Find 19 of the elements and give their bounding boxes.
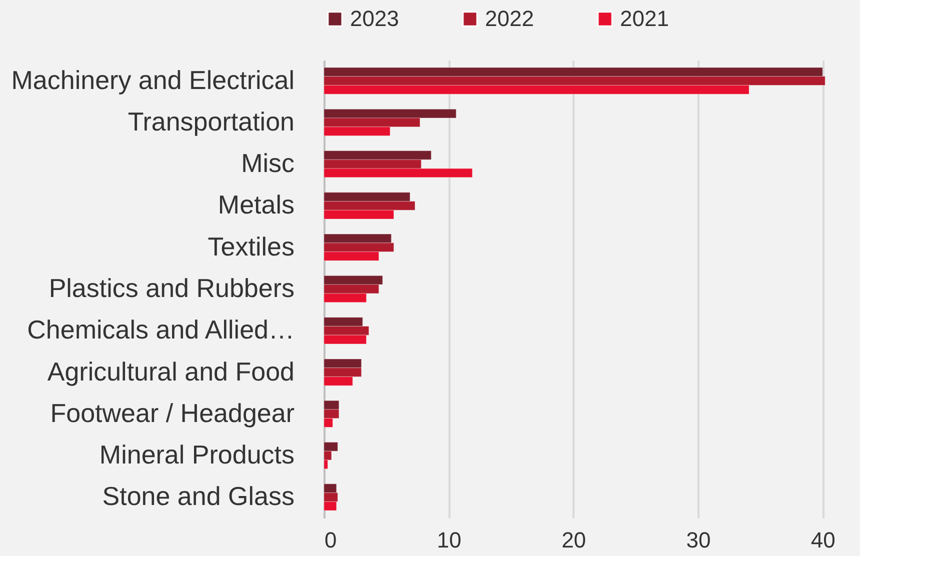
legend-label: 2023 <box>350 6 399 31</box>
y-tick-label: Stone and Glass <box>102 481 294 512</box>
y-tick-label: Mineral Products <box>99 440 294 470</box>
legend-label: 2021 <box>620 6 669 31</box>
y-tick-label: Misc <box>241 148 294 178</box>
y-tick-label: Plastics and Rubbers <box>48 273 294 303</box>
y-tick-label: Footwear / Headgear <box>50 398 295 428</box>
y-tick-label: Agricultural and Food <box>47 356 294 386</box>
x-tick-label: 20 <box>562 528 586 552</box>
y-tick-label: Transportation <box>128 106 294 136</box>
x-tick-label: 10 <box>436 528 462 552</box>
y-tick-label: Textiles <box>208 231 294 262</box>
x-tick-label: 0 <box>324 528 337 552</box>
x-tick-label: 30 <box>686 528 711 552</box>
x-tick-label: 40 <box>810 528 836 552</box>
y-tick-label: Machinery and Electrical <box>11 64 294 95</box>
y-tick-label: Chemicals and Allied… <box>27 314 294 345</box>
legend-label: 2022 <box>485 6 534 31</box>
y-tick-label: Metals <box>218 190 294 220</box>
